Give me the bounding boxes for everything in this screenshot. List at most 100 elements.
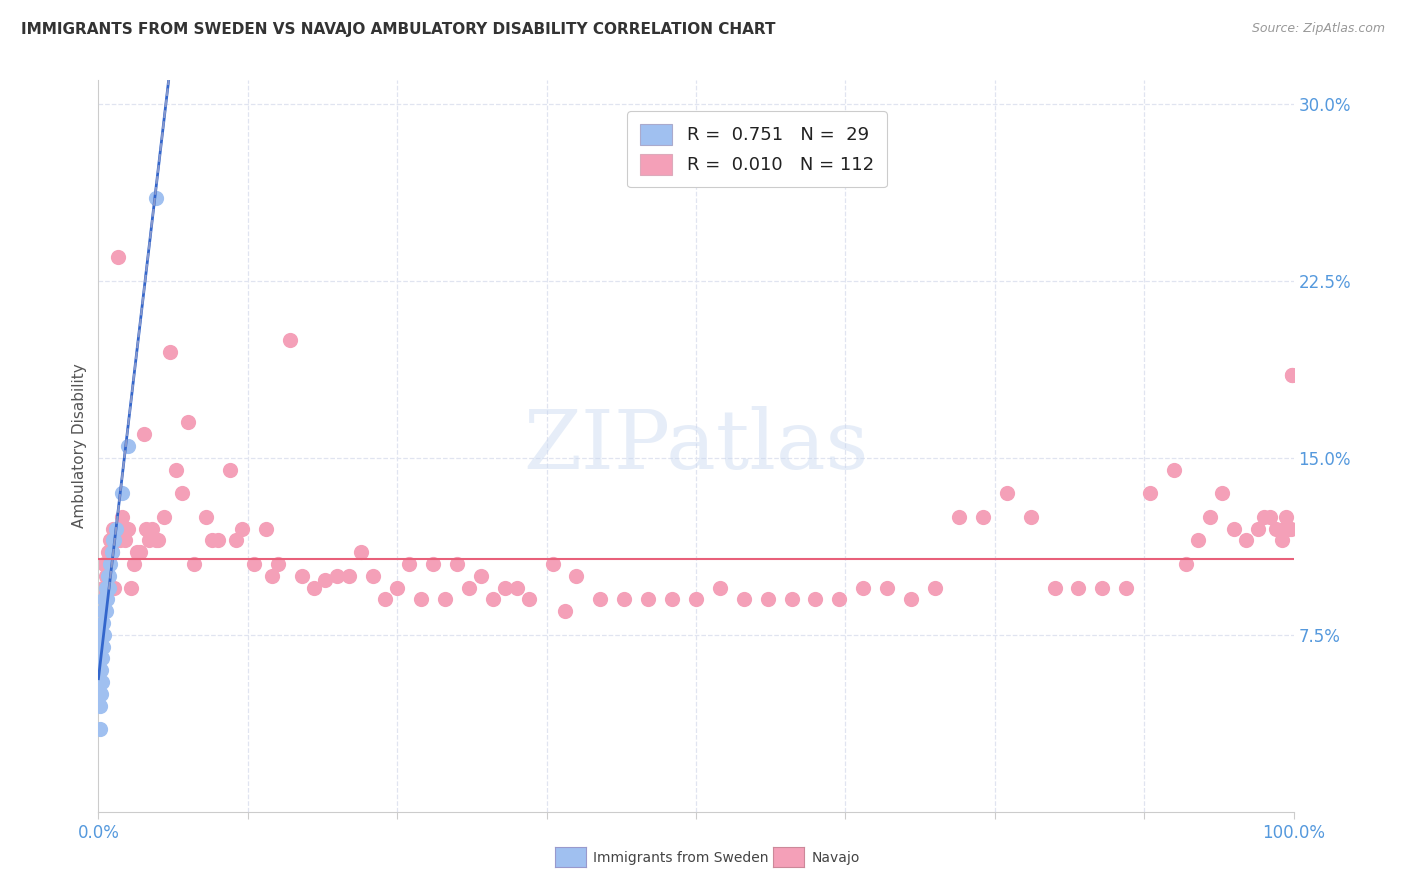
Point <box>148 533 170 548</box>
Point <box>1264 522 1286 536</box>
Point <box>1067 581 1090 595</box>
Point <box>1234 533 1257 548</box>
Point <box>195 509 218 524</box>
Point <box>117 439 139 453</box>
Point <box>1115 581 1137 595</box>
Point <box>1272 522 1295 536</box>
Point <box>972 509 994 524</box>
Point <box>107 250 129 264</box>
Point <box>96 581 118 595</box>
Point <box>132 427 155 442</box>
Point <box>141 522 163 536</box>
Point <box>481 592 505 607</box>
Point <box>780 592 803 607</box>
Point <box>91 581 114 595</box>
Point <box>90 687 112 701</box>
Point <box>1223 522 1246 536</box>
Point <box>1278 522 1301 536</box>
Point <box>100 545 122 559</box>
Point <box>1043 581 1066 595</box>
Point <box>125 545 148 559</box>
Point <box>91 640 114 654</box>
Point <box>114 533 136 548</box>
Point <box>159 344 181 359</box>
Point <box>94 581 117 595</box>
Point <box>1019 509 1042 524</box>
Point <box>1271 533 1294 548</box>
Point <box>172 486 194 500</box>
Point <box>201 533 224 548</box>
Point <box>135 522 157 536</box>
Point <box>97 545 120 559</box>
Point <box>89 698 111 713</box>
Point <box>111 509 134 524</box>
Point <box>94 604 117 618</box>
Point <box>254 522 277 536</box>
Point <box>267 557 290 571</box>
Point <box>89 722 111 736</box>
Point <box>1279 522 1302 536</box>
Legend: R =  0.751   N =  29, R =  0.010   N = 112: R = 0.751 N = 29, R = 0.010 N = 112 <box>627 112 887 187</box>
Point <box>278 333 301 347</box>
Point <box>98 533 122 548</box>
Point <box>1187 533 1209 548</box>
Point <box>350 545 373 559</box>
Point <box>207 533 229 548</box>
Point <box>93 604 115 618</box>
Text: IMMIGRANTS FROM SWEDEN VS NAVAJO AMBULATORY DISABILITY CORRELATION CHART: IMMIGRANTS FROM SWEDEN VS NAVAJO AMBULAT… <box>21 22 776 37</box>
Point <box>105 533 128 548</box>
Point <box>374 592 396 607</box>
Point <box>709 581 731 595</box>
Point <box>924 581 946 595</box>
Point <box>685 592 707 607</box>
Point <box>554 604 576 618</box>
Point <box>995 486 1018 500</box>
Point <box>1258 509 1281 524</box>
Point <box>1199 509 1222 524</box>
Point <box>101 522 124 536</box>
Text: ZIPatlas: ZIPatlas <box>523 406 869 486</box>
Point <box>120 581 142 595</box>
Point <box>1211 486 1233 500</box>
Point <box>108 533 131 548</box>
Point <box>124 557 146 571</box>
Point <box>422 557 444 571</box>
Point <box>411 592 433 607</box>
Point <box>1253 509 1275 524</box>
Point <box>98 568 121 582</box>
Point <box>93 592 115 607</box>
Point <box>506 581 529 595</box>
Point <box>145 191 167 205</box>
Point <box>91 615 114 630</box>
Point <box>446 557 468 571</box>
Point <box>90 592 112 607</box>
Point <box>101 533 124 548</box>
Point <box>385 581 409 595</box>
Text: Immigrants from Sweden: Immigrants from Sweden <box>593 851 769 865</box>
Point <box>111 486 134 500</box>
Point <box>231 522 253 536</box>
Point <box>804 592 827 607</box>
Point <box>91 628 114 642</box>
Point <box>291 568 314 582</box>
Point <box>315 574 337 588</box>
Point <box>105 522 128 536</box>
Point <box>613 592 636 607</box>
Point <box>165 462 187 476</box>
Point <box>145 533 167 548</box>
Point <box>219 462 242 476</box>
Point <box>1247 522 1270 536</box>
Point <box>96 581 118 595</box>
Point <box>183 557 205 571</box>
Point <box>243 557 266 571</box>
Point <box>434 592 457 607</box>
Point <box>398 557 420 571</box>
Point <box>91 651 114 665</box>
Point <box>589 592 612 607</box>
Point <box>756 592 779 607</box>
Point <box>97 568 120 582</box>
Point <box>1281 368 1303 383</box>
Point <box>117 522 139 536</box>
Point <box>733 592 755 607</box>
Point <box>260 568 283 582</box>
